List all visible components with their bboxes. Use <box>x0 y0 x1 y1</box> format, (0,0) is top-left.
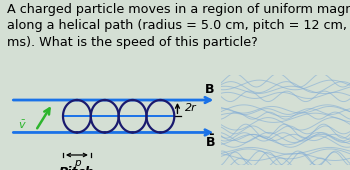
Text: Pitch: Pitch <box>59 166 95 170</box>
Text: p: p <box>74 158 80 168</box>
Text: 2r: 2r <box>185 103 197 113</box>
Text: $\mathbf{\bar{B}}$: $\mathbf{\bar{B}}$ <box>205 134 215 150</box>
Text: A charged particle moves in a region of uniform magnetic field
along a helical p: A charged particle moves in a region of … <box>7 3 350 49</box>
Text: B: B <box>205 83 215 96</box>
Text: $\bar{v}$: $\bar{v}$ <box>18 119 26 131</box>
